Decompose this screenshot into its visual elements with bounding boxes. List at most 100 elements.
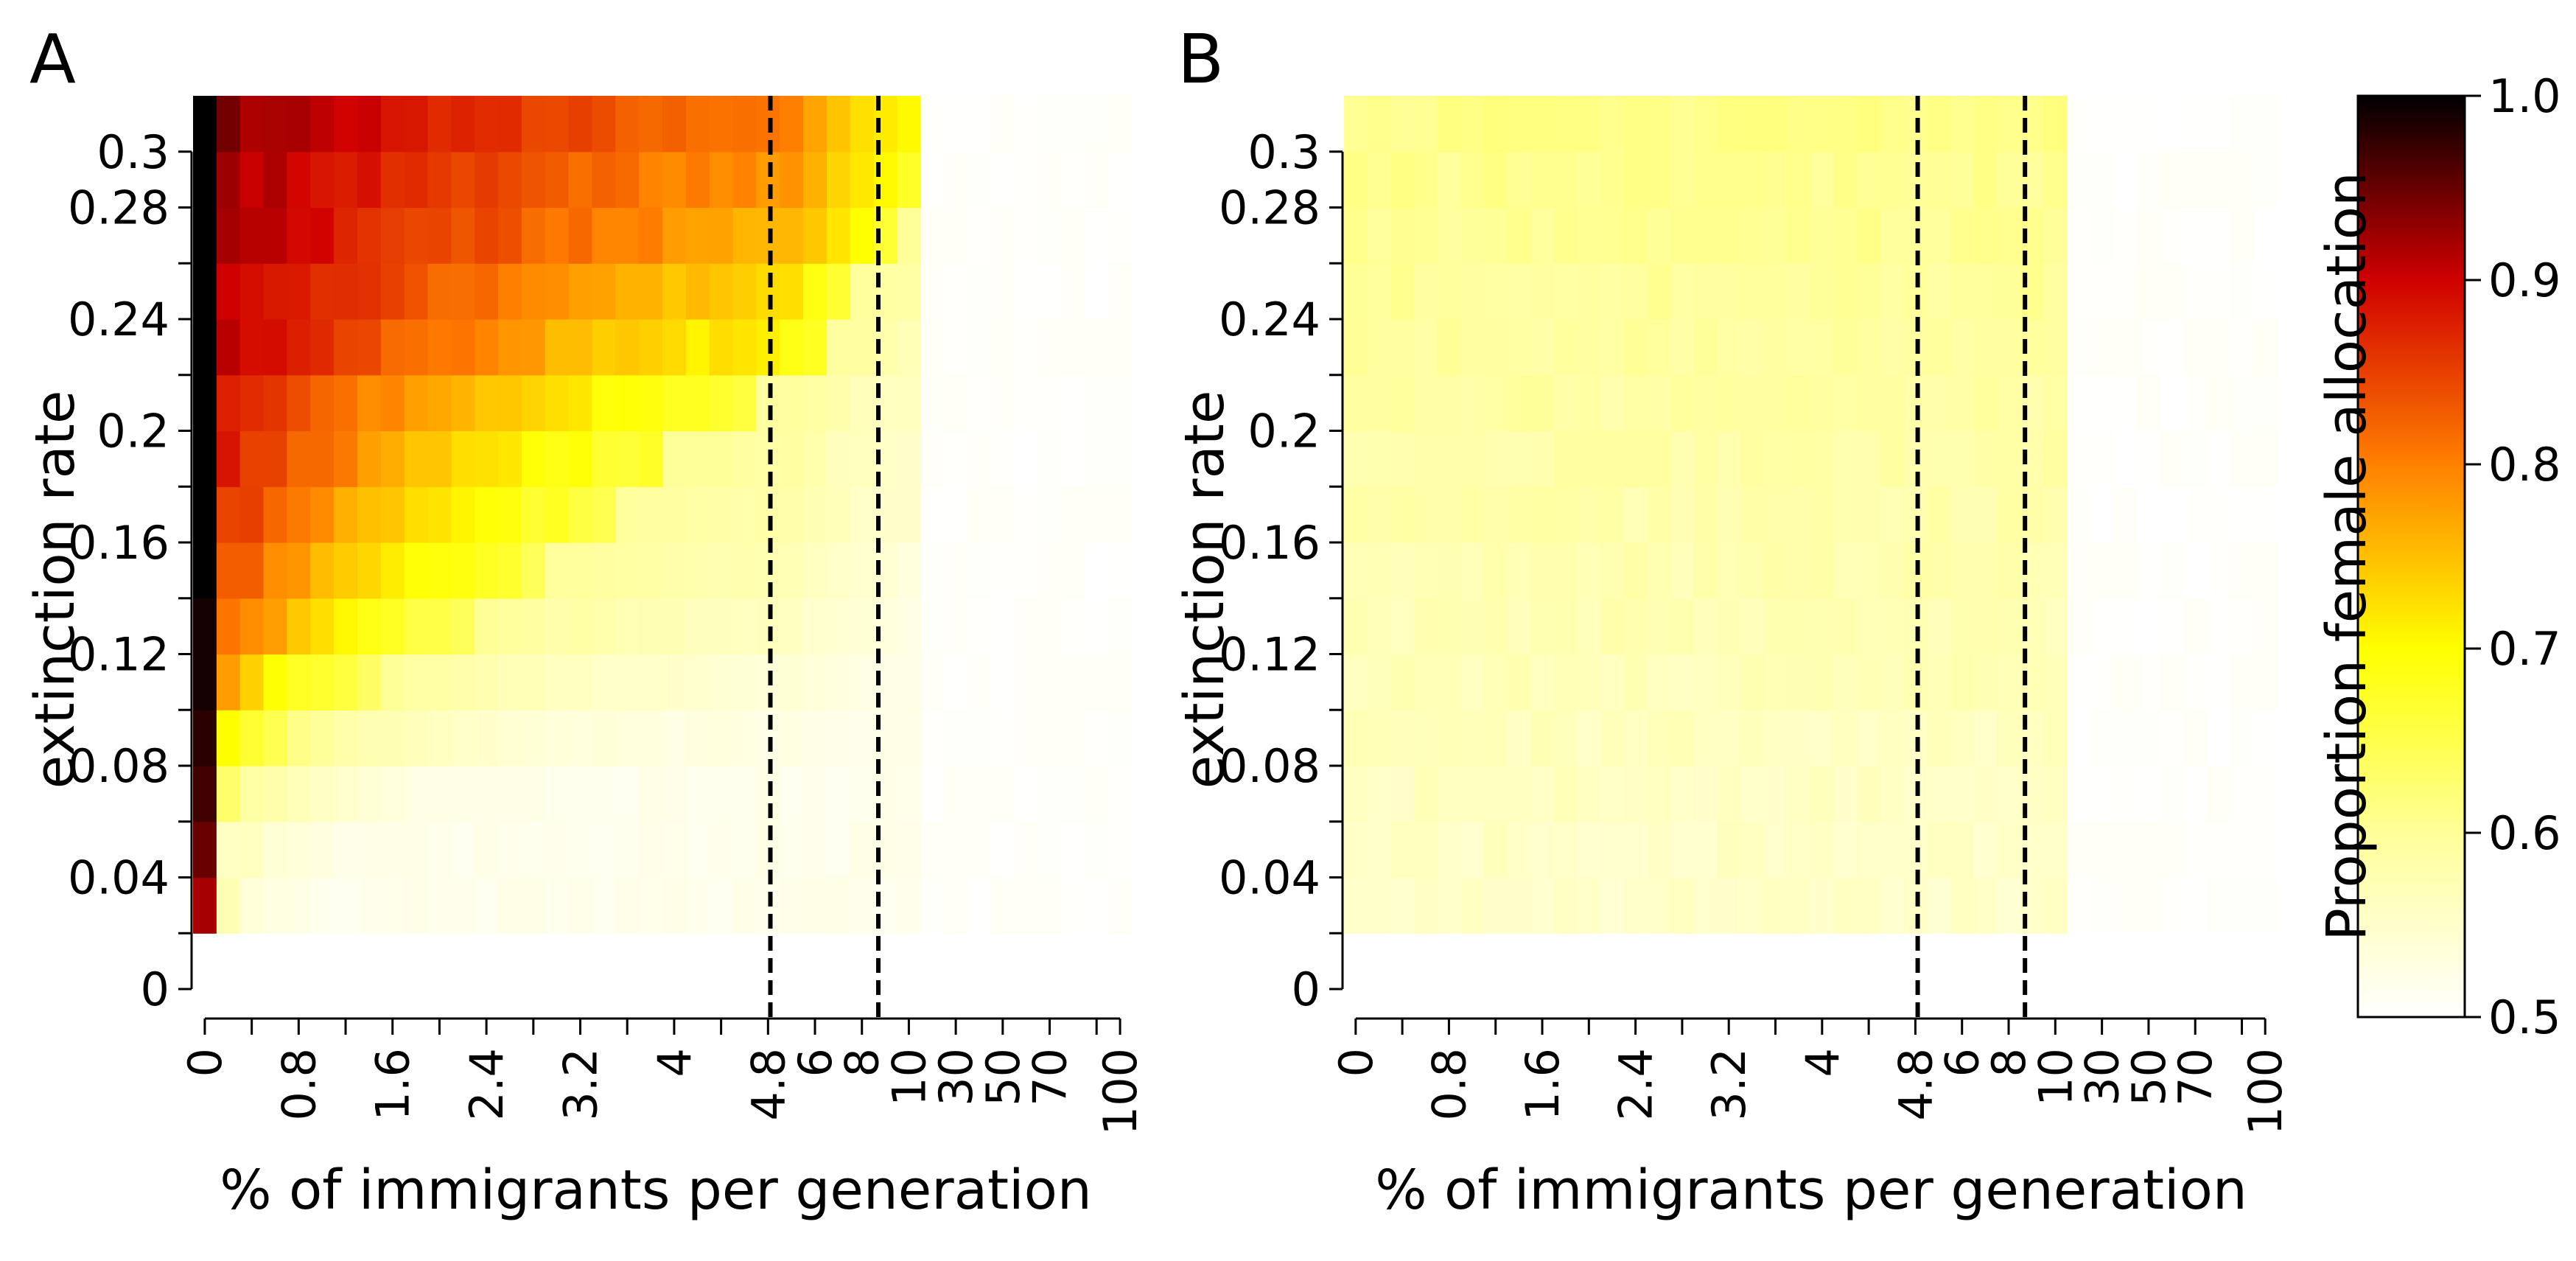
heatmap-cell: [2090, 598, 2115, 655]
heatmap-cell: [850, 654, 875, 710]
heatmap-cell: [685, 654, 710, 710]
heatmap-cell: [193, 486, 217, 543]
heatmap-cell: [1833, 207, 1858, 264]
heatmap-cell: [2230, 207, 2254, 264]
heatmap-cell: [2043, 542, 2068, 599]
heatmap-cell: [1344, 542, 1368, 599]
heatmap-cell: [1927, 821, 1951, 878]
heatmap-cell: [1553, 766, 1578, 822]
heatmap-cell: [2230, 542, 2254, 599]
heatmap-cell: [1623, 598, 1648, 655]
heatmap-cell: [2253, 766, 2278, 822]
heatmap-cell: [239, 319, 265, 376]
heatmap-cell: [239, 374, 265, 432]
heatmap-cell: [193, 766, 217, 822]
heatmap-cell: [427, 151, 452, 209]
heatmap-cell: [287, 207, 311, 264]
heatmap-cell: [1108, 263, 1133, 320]
heatmap-cell: [475, 374, 499, 432]
heatmap-cell: [897, 598, 921, 655]
y-tick-label: 0: [141, 963, 169, 1016]
heatmap-cell: [568, 374, 593, 432]
heatmap-cell: [1997, 263, 2021, 320]
heatmap-cell: [1647, 821, 1671, 878]
heatmap-cell: [404, 151, 429, 209]
x-tick-label: 30: [929, 1048, 983, 1106]
heatmap-cell: [1530, 766, 1555, 822]
heatmap-cell: [1483, 542, 1508, 599]
heatmap-cell: [1530, 263, 1555, 320]
heatmap-cell: [1108, 542, 1133, 599]
heatmap-cell: [1553, 319, 1578, 376]
heatmap-cell: [2207, 877, 2231, 934]
heatmap-cell: [1037, 151, 1063, 209]
heatmap-cell: [287, 598, 311, 655]
x-tick-label: 10: [2029, 1048, 2082, 1106]
heatmap-cell: [709, 598, 734, 655]
heatmap-cell: [662, 654, 687, 710]
heatmap-cell: [1763, 710, 1788, 766]
heatmap-cell: [193, 263, 217, 320]
heatmap-cell: [1577, 374, 1601, 432]
heatmap-cell: [1623, 542, 1648, 599]
heatmap-cell: [2067, 96, 2091, 153]
heatmap-cell: [662, 96, 687, 153]
heatmap-cell: [1763, 821, 1788, 878]
heatmap-cell: [2043, 766, 2068, 822]
heatmap-cell: [1367, 821, 1391, 878]
heatmap-cell: [2020, 151, 2045, 209]
heatmap-cell: [1880, 598, 1905, 655]
heatmap-cell: [1740, 96, 1765, 153]
heatmap-cell: [1647, 598, 1671, 655]
heatmap-cell: [1950, 710, 1975, 766]
heatmap-cell: [2137, 263, 2161, 320]
heatmap-cell: [2067, 710, 2091, 766]
y-tick-label: 0.24: [1219, 293, 1320, 346]
heatmap-cell: [1437, 151, 1461, 209]
heatmap-cell: [826, 207, 851, 264]
heatmap-cell: [193, 598, 217, 655]
heatmap-cell: [263, 486, 287, 543]
heatmap-cell: [639, 263, 663, 320]
heatmap-cell: [1413, 96, 1438, 153]
heatmap-cell: [639, 486, 663, 543]
heatmap-cell: [780, 319, 804, 376]
colorbar-tick-label: 0.8: [2488, 438, 2561, 492]
heatmap-cell: [2090, 374, 2115, 432]
heatmap-cell: [967, 486, 992, 543]
heatmap-cell: [1833, 486, 1858, 543]
heatmap-cell: [967, 598, 992, 655]
heatmap-cell: [498, 766, 522, 822]
heatmap-cell: [310, 766, 335, 822]
heatmap-cell: [1973, 374, 1998, 432]
heatmap-cell: [1413, 821, 1438, 878]
heatmap-cell: [1061, 821, 1085, 878]
heatmap-cell: [334, 821, 358, 878]
heatmap-cell: [1390, 710, 1415, 766]
heatmap-cell: [1787, 766, 1811, 822]
heatmap-cell: [2067, 207, 2091, 264]
colorbar-label: Proportion female allocation: [2315, 172, 2379, 940]
heatmap-cell: [1997, 710, 2021, 766]
heatmap-cell: [1787, 374, 1811, 432]
heatmap-cell: [920, 766, 945, 822]
heatmap-cell: [1483, 710, 1508, 766]
heatmap-cell: [1717, 821, 1741, 878]
heatmap-cell: [334, 766, 358, 822]
heatmap-cell: [1810, 821, 1835, 878]
heatmap-cell: [2160, 151, 2184, 209]
heatmap-cell: [780, 374, 804, 432]
heatmap-cell: [1344, 263, 1368, 320]
y-tick-label: 0.04: [1219, 851, 1320, 905]
heatmap-cell: [709, 710, 734, 766]
heatmap-cell: [1483, 877, 1508, 934]
heatmap-cell: [1600, 486, 1625, 543]
heatmap-cell: [1623, 821, 1648, 878]
heatmap-cell: [592, 766, 616, 822]
heatmap-cell: [920, 207, 945, 264]
heatmap-cell: [1413, 542, 1438, 599]
heatmap-cell: [1577, 151, 1601, 209]
heatmap-cell: [2253, 374, 2278, 432]
heatmap-cell: [1553, 96, 1578, 153]
heatmap-cell: [826, 766, 851, 822]
